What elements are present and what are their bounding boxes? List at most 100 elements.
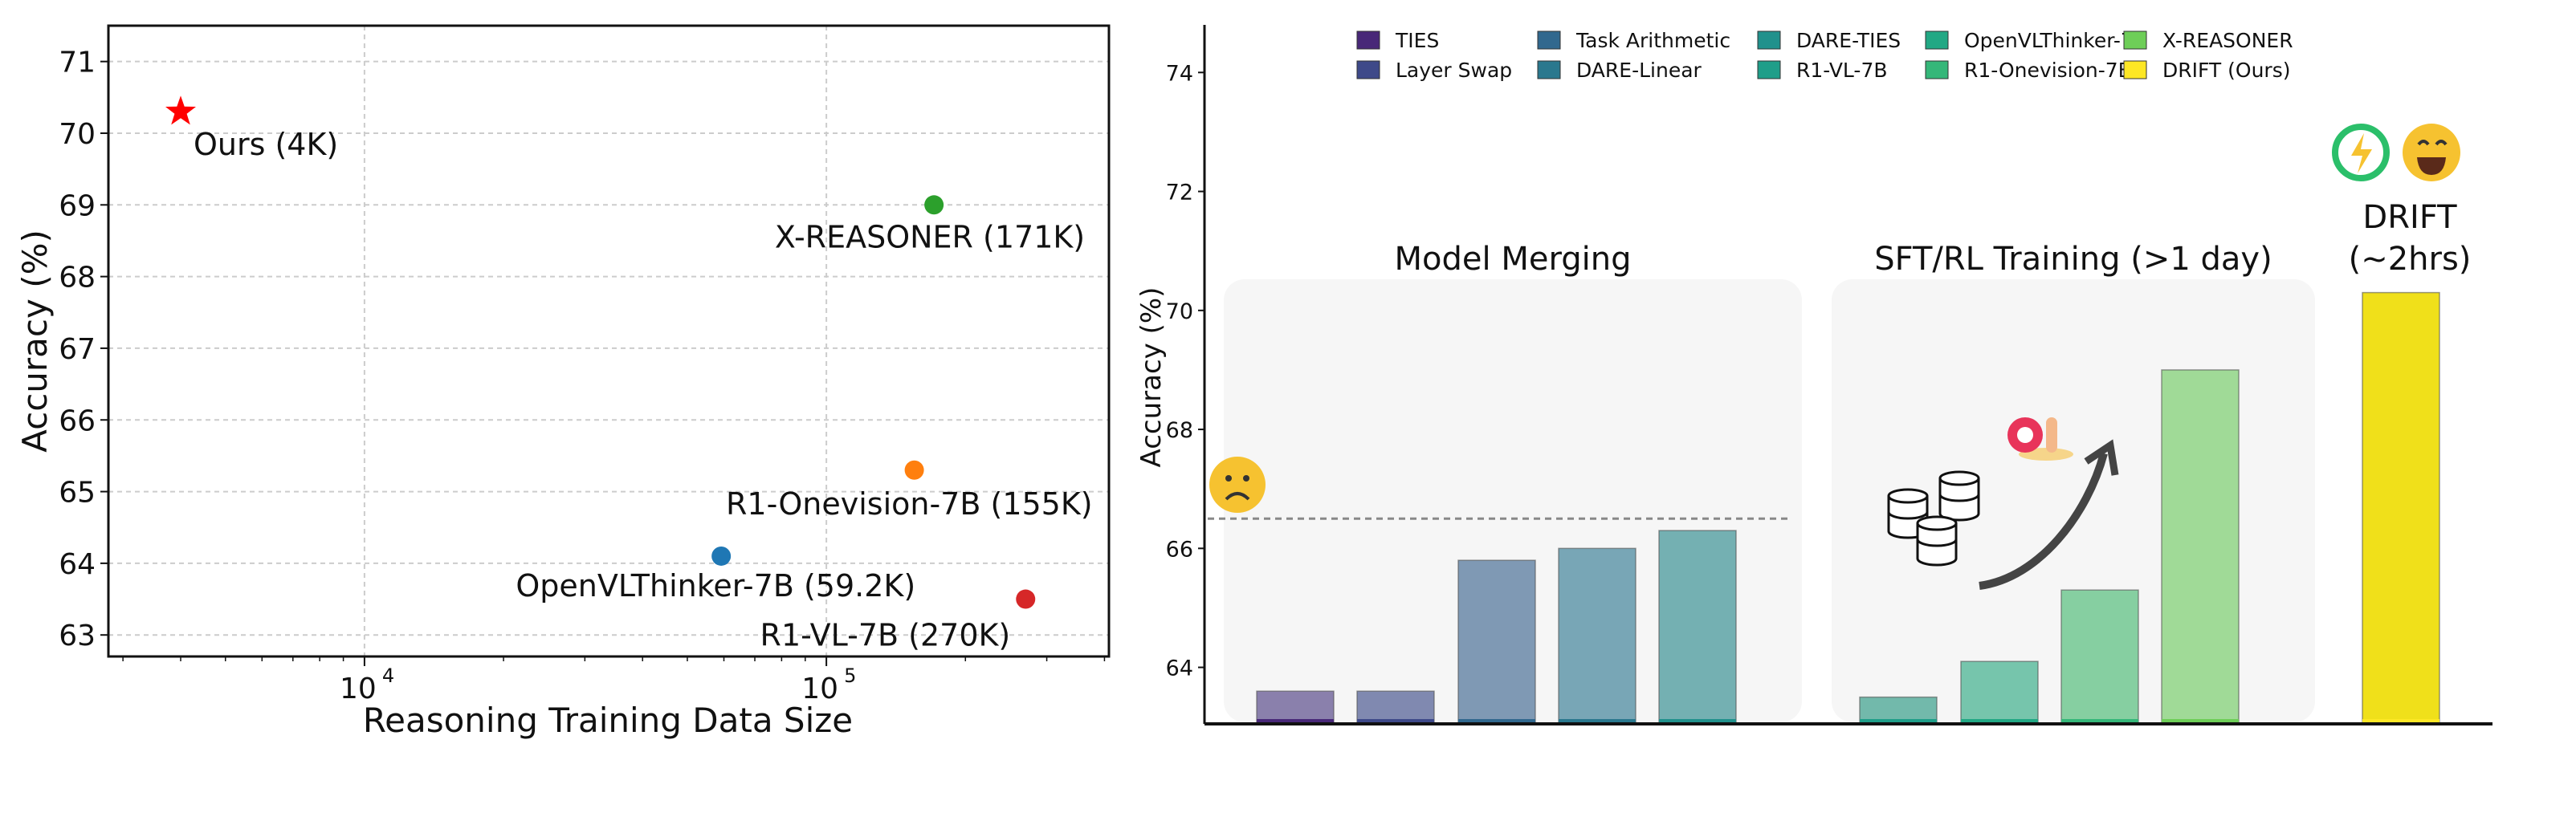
bar-base xyxy=(1559,719,1636,724)
x-tick-label: 10 xyxy=(340,673,377,705)
y-tick-label: 74 xyxy=(1166,61,1193,86)
sad-face-icon xyxy=(1209,457,1266,513)
bar-base xyxy=(1257,719,1334,724)
y-tick-label: 64 xyxy=(1166,656,1193,681)
legend-swatch xyxy=(1925,30,1949,50)
snail-icon xyxy=(2007,417,2073,461)
x-tick-exponent: 5 xyxy=(844,664,856,687)
group-title: DRIFT xyxy=(2362,199,2457,236)
legend-label: OpenVLThinker-7B xyxy=(1964,29,2147,52)
bar-layer-swap xyxy=(1356,690,1435,725)
point-label: X-REASONER (171K) xyxy=(775,219,1085,254)
x-tick-label: 10 xyxy=(801,673,838,705)
mouth xyxy=(1225,492,1250,501)
y-tick-label: 66 xyxy=(59,404,96,437)
group-title: Model Merging xyxy=(1395,241,1632,278)
growth-arrow-icon xyxy=(1979,452,2108,590)
bar-base xyxy=(1357,719,1434,724)
legend-swatch xyxy=(1757,30,1781,50)
legend-label: Task Arithmetic xyxy=(1575,29,1730,52)
point-label: Ours (4K) xyxy=(194,127,338,162)
cylinder-band xyxy=(1938,494,1980,502)
y-axis-label: Accuracy (%) xyxy=(1135,287,1168,468)
bar-dare-linear xyxy=(1558,547,1636,725)
y-tick-label: 71 xyxy=(59,47,96,79)
bar-base xyxy=(2162,719,2239,724)
point-label: OpenVLThinker-7B (59.2K) xyxy=(516,568,915,604)
bar-dare-ties xyxy=(1658,530,1737,725)
group-title: SFT/RL Training (>1 day) xyxy=(1874,241,2272,278)
cylinder xyxy=(1938,478,1980,522)
face xyxy=(2403,124,2460,181)
y-tick-label: 66 xyxy=(1166,537,1193,562)
eye xyxy=(1243,475,1249,482)
bar-base xyxy=(1659,719,1736,724)
eye xyxy=(1225,475,1232,482)
bar-openvlthinker-7b xyxy=(1960,660,2039,725)
legend-label: X-REASONER xyxy=(2162,29,2293,52)
bar-task-arithmetic xyxy=(1457,559,1536,725)
plot-frame xyxy=(107,24,1111,658)
legend-label: TIES xyxy=(1395,29,1439,52)
bar-chart: 64 66 68 70 72 74 Accuracy (%) Model Merging SFT… xyxy=(1135,25,2492,725)
cycle-ring xyxy=(2332,124,2390,181)
bar-base xyxy=(1458,719,1535,724)
y-tick-label: 68 xyxy=(1166,418,1193,443)
legend-label: DARE-TIES xyxy=(1796,29,1901,52)
clock-face xyxy=(2017,427,2033,443)
y-tick-label: 70 xyxy=(1166,299,1193,324)
legend-swatch xyxy=(1356,60,1380,79)
bar-r1-onevision-7b xyxy=(2060,589,2139,725)
y-tick-label: 68 xyxy=(59,262,96,295)
group-background-model-merging xyxy=(1224,279,1802,722)
legend-swatch xyxy=(1925,60,1949,79)
bar-base xyxy=(1860,719,1937,724)
bar-drift-ours- xyxy=(2362,291,2440,725)
legend-label: R1-Onevision-7B xyxy=(1964,59,2132,82)
cylinder-top xyxy=(1887,488,1929,504)
bar-base xyxy=(2061,719,2138,724)
x-tick-exponent: 4 xyxy=(382,664,394,687)
bar-x-reasoner xyxy=(2161,369,2240,725)
cylinder xyxy=(1916,523,1958,567)
point-r1-onevision-7b xyxy=(904,460,924,480)
lightning-cycle-icon xyxy=(2332,124,2390,181)
cylinder-top xyxy=(1916,515,1958,531)
point-label: R1-VL-7B (270K) xyxy=(760,618,1011,653)
cylinder-band xyxy=(1916,538,1958,547)
legend-label: DARE-Linear xyxy=(1576,59,1702,82)
cylinder-top xyxy=(1938,470,1980,486)
arrowhead xyxy=(2084,439,2119,476)
lightning-bolt xyxy=(2351,133,2372,173)
x-axis-label: Reasoning Training Data Size xyxy=(363,701,853,740)
snail-neck xyxy=(2046,417,2057,453)
point-ours xyxy=(165,96,196,125)
legend-swatch xyxy=(1356,30,1380,50)
cylinder-band xyxy=(1887,511,1929,520)
group-subtitle: (~2hrs) xyxy=(2349,241,2472,278)
legend-swatch xyxy=(1537,60,1561,79)
face xyxy=(1209,457,1266,513)
y-tick-label: 65 xyxy=(59,477,96,510)
y-tick-label: 70 xyxy=(59,118,96,151)
y-tick-label: 63 xyxy=(59,620,96,652)
legend-label: DRIFT (Ours) xyxy=(2162,59,2291,82)
legend-label: R1-VL-7B xyxy=(1796,59,1888,82)
mouth xyxy=(2417,157,2446,175)
legend-swatch xyxy=(1537,30,1561,50)
y-tick-label: 69 xyxy=(59,189,96,222)
database-icon xyxy=(1887,470,1980,567)
point-label: R1-Onevision-7B (155K) xyxy=(726,486,1093,522)
point-x-reasoner xyxy=(924,195,944,215)
happy-face-icon xyxy=(2403,124,2460,181)
y-tick-label: 67 xyxy=(59,333,96,366)
eyes xyxy=(2417,140,2448,146)
bar-ties xyxy=(1256,690,1335,725)
legend-label: Layer Swap xyxy=(1396,59,1512,82)
bar-base xyxy=(2362,719,2439,724)
legend-swatch xyxy=(1757,60,1781,79)
legend-swatch xyxy=(2123,30,2147,50)
y-tick-label: 72 xyxy=(1166,181,1193,205)
